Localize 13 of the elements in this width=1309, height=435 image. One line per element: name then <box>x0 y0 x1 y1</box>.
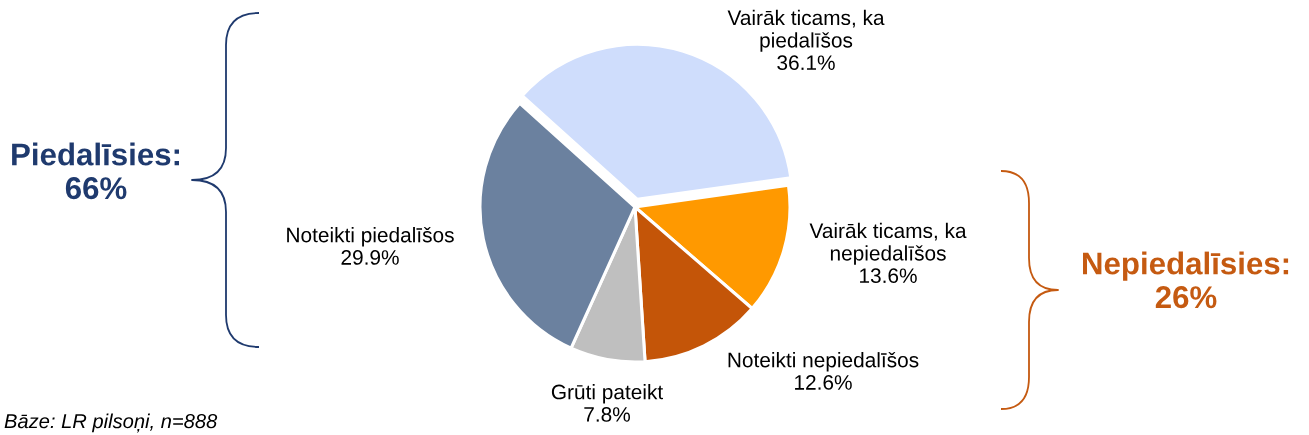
text: Piedalīsies: 66% <box>12 142 179 200</box>
data-label: 13.6% <box>860 268 917 284</box>
slice-label: Vairāk ticams, ka piedalīšos <box>727 9 885 52</box>
slice-label: Vairāk ticams, ka nepiedalīšos <box>809 222 967 265</box>
data-label: 12.6% <box>795 375 852 390</box>
slice-label: Noteikti piedalīšos <box>287 227 454 247</box>
data-label: 36.1% <box>777 55 835 71</box>
data-label: 29.9% <box>341 250 399 265</box>
text: Nepiedalīsies: 26% <box>1083 251 1289 309</box>
text: Bāze: LR pilsoņi, n=888 <box>4 413 218 433</box>
data-label: 7.8% <box>584 407 630 422</box>
slice-label: Grūti pateikt <box>551 384 664 404</box>
slice-label: Noteikti nepiedalīšos <box>728 352 919 372</box>
